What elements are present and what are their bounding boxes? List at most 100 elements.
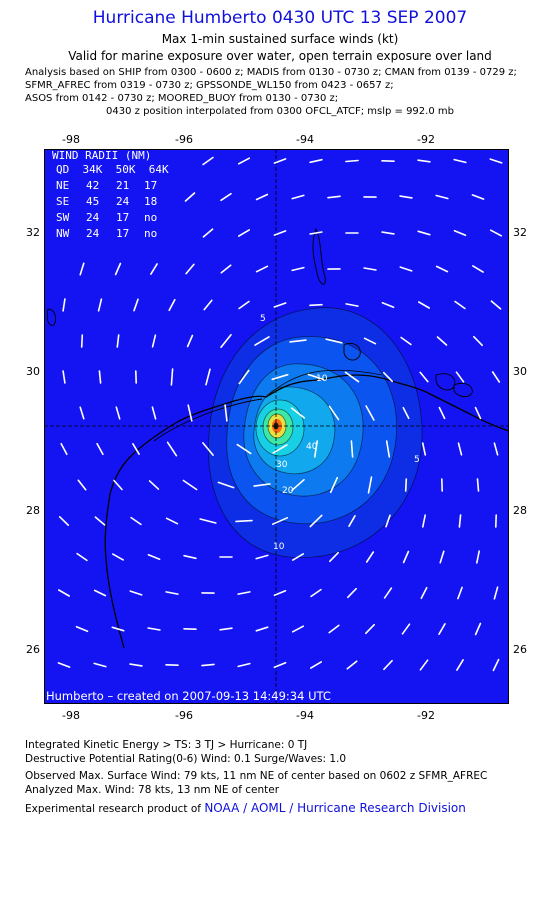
wind-vector [455,371,465,383]
product-credit: Experimental research product of NOAA / … [25,801,466,815]
wind-vector [383,587,393,599]
wind-vector [325,338,343,344]
wind-vector [129,663,143,667]
wind-vector [199,518,217,524]
lat-tick-right: 32 [513,226,527,239]
lat-tick-left: 32 [26,226,40,239]
wind-vector [291,194,305,200]
analyzed-max-wind: Analyzed Max. Wind: 78 kts, 13 nm NE of … [25,784,280,796]
wind-vector [453,229,467,237]
wind-vector [291,478,305,492]
wind-vector [217,481,235,489]
lat-tick-left: 30 [26,365,40,378]
wind-vector [472,335,484,347]
wind-vector [328,624,340,634]
wind-vector [381,302,395,308]
wind-radii-50k: 17 [116,227,129,240]
wind-vector [419,659,429,671]
wind-vector [57,662,71,668]
wind-vector [150,263,158,275]
wind-vector [235,519,253,523]
wind-vector [493,442,499,456]
wind-contours [208,307,423,558]
wind-vector [220,333,232,349]
wind-vector [309,231,323,235]
lon-tick-top: -92 [417,133,435,146]
lat-tick-right: 30 [513,365,527,378]
wind-vector [399,195,413,199]
wind-vector [255,193,269,201]
wind-vector [350,440,354,458]
wind-vector [417,301,431,309]
wind-vector [489,158,503,164]
map-subtitle: Max 1-min sustained surface winds (kt) [161,32,399,46]
wind-vector [98,370,102,384]
wind-vectors [57,156,503,672]
wind-vector [385,440,391,458]
wind-vector [165,591,179,595]
wind-vector [147,553,161,561]
wind-radii-34k: 42 [86,179,99,192]
wind-vector [346,660,358,670]
wind-vector [309,514,323,528]
wind-radii-34k: 45 [86,195,99,208]
wind-vector [475,550,481,564]
wind-vector [62,370,66,384]
wind-vector [237,662,251,668]
wind-vector [435,265,449,273]
wind-vector [113,479,123,491]
wind-vector [133,298,139,312]
wind-vector [290,407,306,419]
lat-tick-left: 26 [26,643,40,656]
wind-vector [382,371,394,383]
wind-vector [329,476,339,494]
wind-vector [93,662,107,668]
map-credit: Humberto – created on 2007-09-13 14:49:3… [46,689,331,703]
wind-vector [310,588,322,598]
contour-labels: 5 10 20 30 40 5 10 [260,314,420,552]
wind-radii-34k: 24 [86,227,100,240]
wind-vector [471,194,485,200]
contour-label: 5 [260,314,266,324]
wind-vector [474,406,482,420]
wind-vector [238,300,250,310]
wind-vector [60,442,68,456]
wind-radii-quadrant: NW [56,227,70,240]
wind-vector [273,589,287,597]
wind-vector [454,300,466,310]
wind-vector [151,334,157,348]
wind-radii-34k: 24 [86,211,100,224]
wind-vector [456,659,464,671]
wind-radii-quadrant: NE [56,179,69,192]
wind-radii-64k: 17 [144,179,157,192]
wind-vector [476,478,480,492]
wind-vector [327,195,341,199]
wind-vector [417,230,431,236]
product-credit-text: Experimental research product of [25,803,205,815]
wind-vector [168,298,176,312]
wind-vector [291,625,305,633]
lon-tick-bottom: -96 [175,709,193,722]
wind-vector [94,516,106,526]
wind-vector [238,229,250,237]
wind-vector [367,476,373,494]
wind-vector [363,267,377,271]
wind-vector [457,586,463,600]
wind-vector [111,626,125,632]
ike-text: Integrated Kinetic Energy > TS: 3 TJ > H… [25,739,308,751]
wind-vector [254,336,270,346]
analysis-line-1: Analysis based on SHIP from 0300 - 0600 … [25,67,517,78]
wind-vector [401,623,411,635]
wind-vector [202,228,214,238]
wind-vector [292,553,305,561]
wind-vector [130,516,142,526]
wind-vector [402,406,410,420]
wind-vector [435,194,449,200]
wind-vector [148,480,160,490]
wind-vector [77,479,87,491]
wind-vector [79,262,85,276]
wind-vector [205,368,211,386]
wind-vector [183,554,197,560]
hrd-link[interactable]: NOAA / AOML / Hurricane Research Divisio… [204,801,466,815]
coastline [104,369,509,649]
